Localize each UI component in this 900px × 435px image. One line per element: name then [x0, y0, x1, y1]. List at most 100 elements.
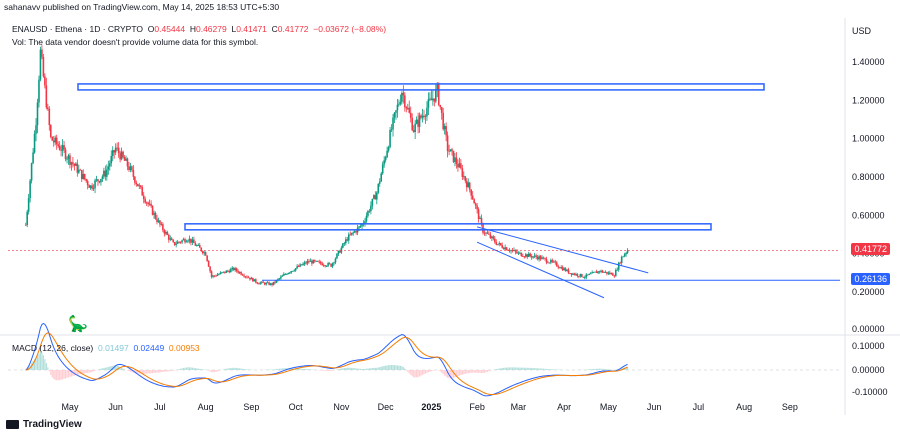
- candle-body: [30, 163, 33, 181]
- macd-hist-bar: [460, 370, 462, 376]
- x-tick-label: Sep: [782, 402, 798, 412]
- macd-hist-bar: [541, 368, 543, 370]
- macd-hist-bar: [159, 370, 161, 373]
- candle-body: [290, 271, 293, 273]
- candle-body: [306, 261, 309, 264]
- macd-hist-bar: [296, 368, 298, 370]
- candle-body: [215, 275, 217, 277]
- macd-hist-bar: [598, 368, 601, 370]
- candle-body: [63, 145, 65, 150]
- macd-hist-bar: [38, 353, 40, 370]
- candle-body: [193, 239, 195, 244]
- macd-hist-bar: [550, 369, 552, 370]
- macd-hist-bar: [379, 367, 381, 370]
- candle-body: [39, 49, 42, 80]
- close-label: C: [271, 24, 278, 34]
- macd-hist-bar: [616, 369, 618, 370]
- macd-hist-bar: [75, 370, 77, 376]
- macd-hist-bar: [351, 367, 353, 370]
- macd-hist-bar: [398, 365, 400, 370]
- macd-hist-bar: [303, 368, 306, 370]
- dino-icon[interactable]: 🦕: [68, 316, 88, 333]
- candle-body: [529, 253, 532, 256]
- macd-hist-bar: [36, 355, 39, 370]
- macd-hist-bar: [246, 369, 248, 370]
- candle-body: [352, 232, 354, 234]
- candle-body: [179, 241, 182, 243]
- candle-body: [255, 279, 257, 283]
- macd-hist-bar: [504, 367, 506, 370]
- candle-body: [309, 260, 312, 262]
- candle-body: [142, 195, 145, 200]
- candle-body: [449, 149, 452, 152]
- candle-body: [188, 238, 191, 241]
- candle-body: [367, 211, 369, 216]
- candle-body: [402, 92, 405, 96]
- macd-hist-bar: [545, 368, 548, 370]
- symbol-name[interactable]: ENAUSD · Ethena · 1D · CRYPTO: [12, 24, 144, 34]
- tradingview-mark-icon: [6, 420, 19, 429]
- macd-hist-bar: [323, 370, 325, 371]
- macd-hist-bar: [64, 370, 67, 379]
- currency-label[interactable]: USD: [852, 26, 872, 36]
- candle-body: [287, 272, 290, 275]
- candle-body: [172, 240, 175, 243]
- macd-hist-bar: [516, 367, 518, 370]
- candle-body: [108, 163, 111, 167]
- macd-hist-bar: [604, 369, 607, 370]
- candle-body: [536, 257, 539, 260]
- macd-hist-bar: [326, 370, 328, 371]
- candle-body: [353, 231, 356, 233]
- candle-body: [606, 271, 608, 274]
- candle-body: [572, 273, 574, 275]
- candle-body: [384, 157, 387, 161]
- candle-body: [579, 273, 582, 277]
- candle-body: [522, 256, 524, 257]
- macd-hist-bar: [495, 369, 497, 370]
- candle-body: [411, 117, 413, 131]
- candle-body: [465, 181, 468, 188]
- candle-body: [591, 272, 593, 274]
- candle-body: [555, 262, 558, 267]
- candle-body: [426, 107, 428, 117]
- candle-body: [594, 271, 596, 273]
- candle-body: [262, 281, 265, 283]
- tradingview-logo[interactable]: TradingView: [6, 419, 82, 430]
- candle-body: [134, 176, 136, 183]
- candle-body: [107, 166, 110, 170]
- macd-hist-bar: [163, 370, 165, 372]
- macd-hist-bar: [417, 370, 419, 378]
- macd-hist-bar: [389, 365, 391, 370]
- y-tick-label: 0.60000: [852, 210, 885, 220]
- macd-hist-bar: [202, 369, 204, 370]
- candle-body: [237, 270, 239, 273]
- macd-hist-bar: [497, 368, 499, 370]
- candle-body: [178, 241, 180, 243]
- candle-body: [219, 272, 222, 275]
- macd-hist-bar: [123, 369, 126, 370]
- candle-body: [200, 247, 203, 252]
- macd-hist-bar: [162, 370, 164, 372]
- macd-legend[interactable]: MACD (12, 26, close) 0.01497 0.02449 0.0…: [12, 343, 200, 353]
- candle-body: [368, 211, 371, 212]
- candle-body: [55, 137, 58, 145]
- macd-hist-bar: [427, 370, 430, 373]
- macd-hist-bar: [390, 364, 393, 370]
- macd-hist-bar: [88, 370, 90, 373]
- macd-hist-bar: [236, 367, 238, 370]
- candle-body: [288, 272, 291, 274]
- candle-body: [67, 155, 70, 159]
- candle-body: [455, 157, 458, 165]
- candle-body: [457, 164, 459, 168]
- macd-hist-bar: [387, 365, 390, 370]
- macd-hist-bar: [103, 367, 105, 370]
- candle-body: [588, 273, 591, 275]
- macd-hist-bar: [418, 370, 421, 377]
- low-label: L: [231, 24, 237, 34]
- candle-body: [334, 258, 337, 263]
- macd-hist-bar: [591, 369, 593, 370]
- macd-hist-bar: [182, 367, 185, 370]
- candle-body: [41, 49, 43, 57]
- candle-body: [609, 272, 611, 275]
